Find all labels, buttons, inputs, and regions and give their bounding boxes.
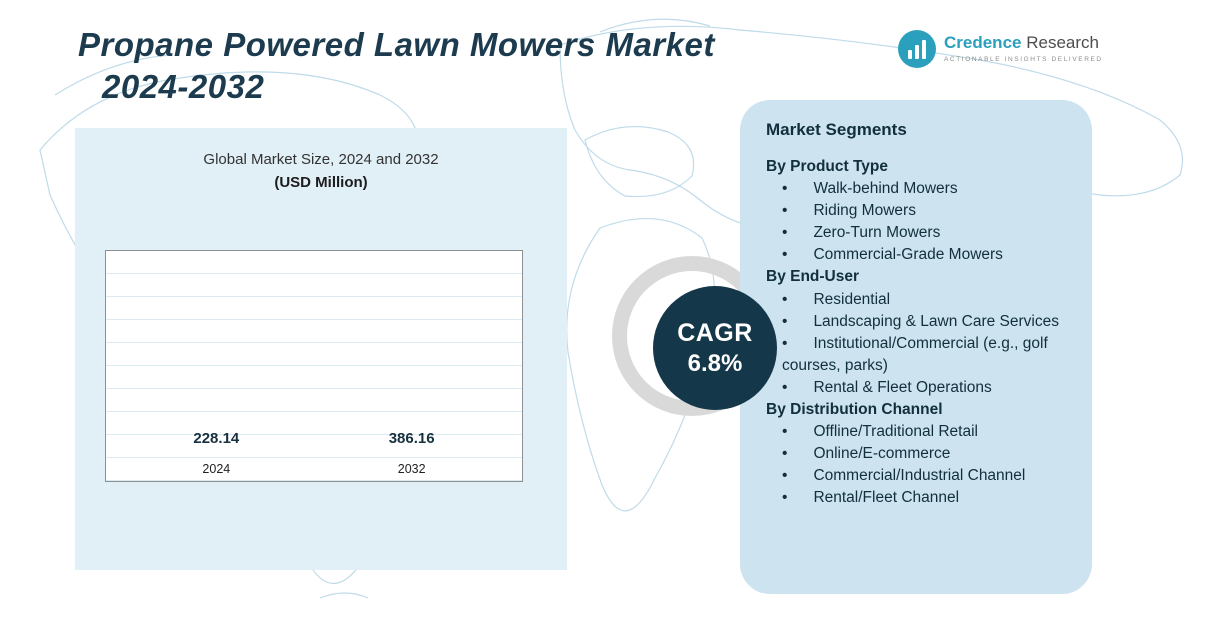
segments-title: Market Segments	[766, 120, 907, 139]
bar-group-2024: 228.14	[131, 430, 301, 453]
chart-plot-area: 228.14 386.16	[106, 251, 522, 453]
segment-item: Landscaping & Lawn Care Services	[766, 311, 1066, 333]
segment-heading: By Distribution Channel	[766, 400, 943, 418]
logo-name-credence: Credence	[944, 33, 1022, 52]
page-title-line1: Propane Powered Lawn Mowers Market	[78, 26, 715, 63]
bar-value-2024: 228.14	[193, 430, 240, 447]
segment-item: Rental/Fleet Channel	[766, 487, 1066, 509]
logo-name: Credence Research	[944, 33, 1103, 53]
segment-heading: By Product Type	[766, 158, 889, 175]
segment-group-end-user: By End-User Residential Landscaping & La…	[766, 266, 1066, 398]
page-title: Propane Powered Lawn Mowers Market 2024-…	[78, 24, 715, 108]
segment-list: Residential Landscaping & Lawn Care Serv…	[766, 289, 1066, 399]
segment-item: Commercial-Grade Mowers	[766, 244, 1066, 266]
cagr-label: CAGR	[677, 318, 753, 347]
bar-chart: 228.14 386.16 2024 2032	[105, 250, 523, 482]
x-label-2032: 2032	[397, 462, 426, 476]
credence-research-logo: Credence Research Actionable Insights De…	[898, 30, 1103, 68]
market-segments-panel: Market Segments By Product Type Walk-beh…	[740, 100, 1092, 594]
segment-heading: By End-User	[766, 268, 860, 286]
segment-item: Institutional/Commercial (e.g., golf cou…	[766, 333, 1066, 377]
page-title-line2: 2024-2032	[102, 68, 265, 106]
segment-group-distribution-channel: By Distribution Channel Offline/Traditio…	[766, 399, 1066, 509]
segment-item: Residential	[766, 289, 1066, 311]
logo-bar-chart-icon	[898, 30, 936, 68]
chart-subtitle: (USD Million)	[274, 174, 368, 192]
logo-tagline: Actionable Insights Delivered	[944, 55, 1103, 63]
chart-title: Global Market Size, 2024 and 2032	[203, 151, 439, 168]
logo-name-research: Research	[1026, 33, 1099, 52]
x-label-2024: 2024	[202, 462, 231, 476]
bar-group-2032: 386.16	[327, 430, 497, 453]
segment-item: Offline/Traditional Retail	[766, 421, 1066, 443]
segment-group-product-type: By Product Type Walk-behind Mowers Ridin…	[766, 156, 1066, 266]
cagr-value: 6.8%	[687, 349, 743, 377]
segment-item: Commercial/Industrial Channel	[766, 465, 1066, 487]
bar-value-2032: 386.16	[388, 430, 435, 447]
segment-item: Online/E-commerce	[766, 443, 1066, 465]
segment-list: Walk-behind Mowers Riding Mowers Zero-Tu…	[766, 178, 1066, 266]
x-axis-labels: 2024 2032	[106, 462, 522, 476]
segment-item: Rental & Fleet Operations	[766, 377, 1066, 399]
chart-title-block: Global Market Size, 2024 and 2032 (USD M…	[75, 148, 567, 195]
logo-text: Credence Research Actionable Insights De…	[944, 30, 1103, 63]
market-size-chart-panel: Global Market Size, 2024 and 2032 (USD M…	[75, 128, 567, 570]
segment-item: Zero-Turn Mowers	[766, 222, 1066, 244]
segment-item: Walk-behind Mowers	[766, 178, 1066, 200]
cagr-badge: CAGR 6.8%	[653, 286, 777, 410]
segment-item: Riding Mowers	[766, 200, 1066, 222]
segment-list: Offline/Traditional Retail Online/E-comm…	[766, 421, 1066, 509]
